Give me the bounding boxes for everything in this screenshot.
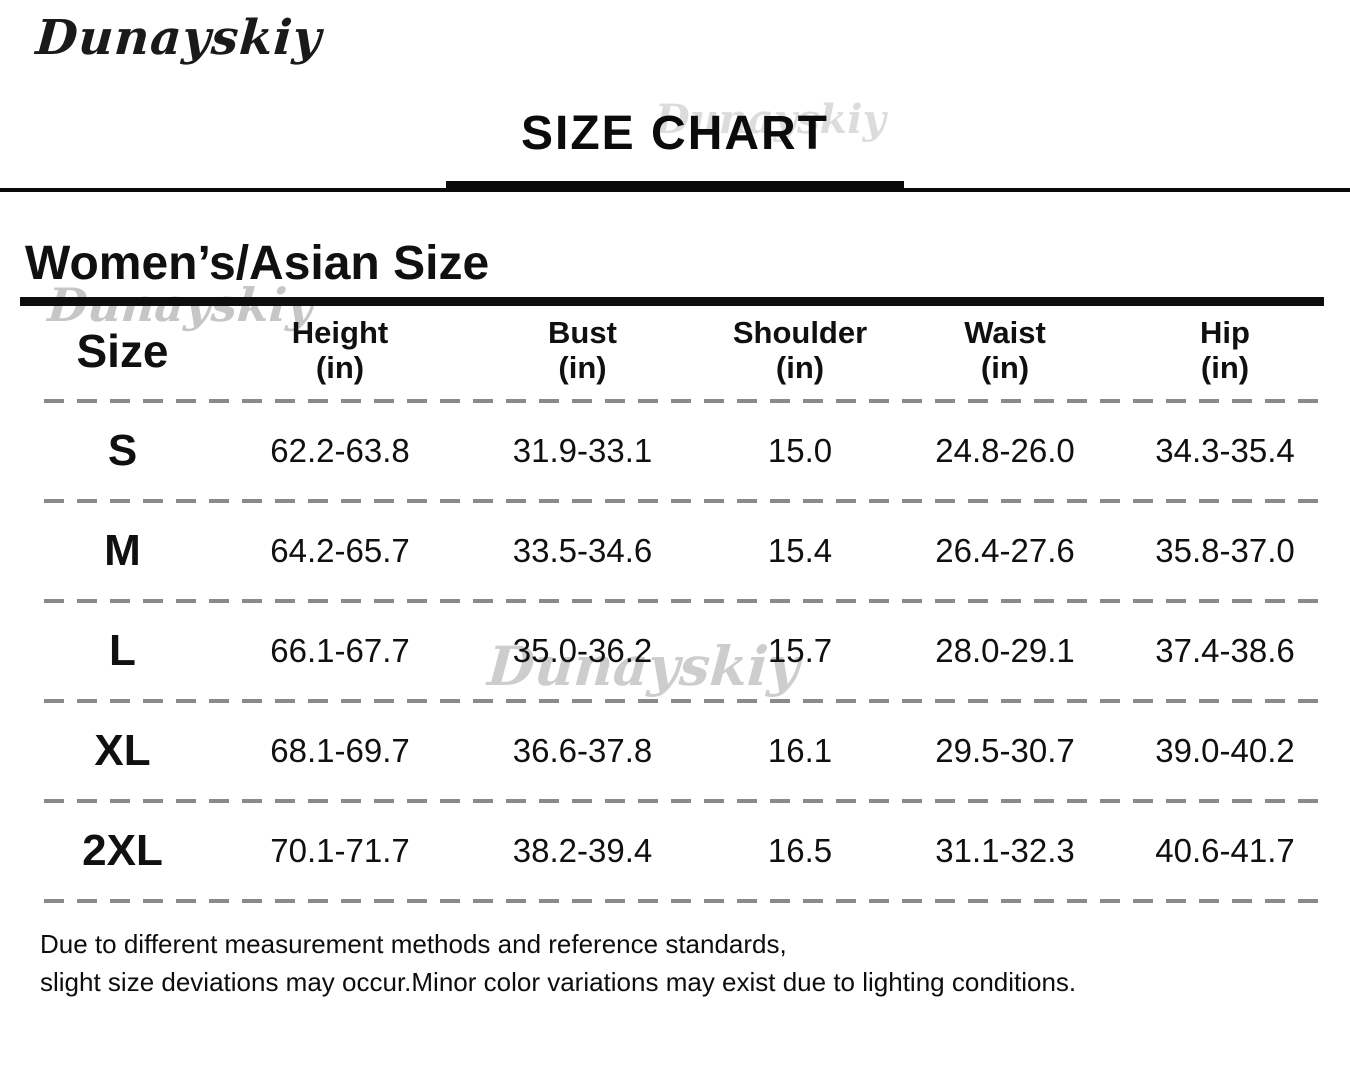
footer-note: Due to different measurement methods and…: [40, 925, 1076, 1002]
bust-cell: 38.2-39.4: [512, 832, 653, 869]
footer-note-line2: slight size deviations may occur.Minor c…: [40, 967, 1077, 998]
shoulder-cell: 16.5: [767, 832, 833, 869]
table-row: 2XL 70.1-71.7 38.2-39.4 16.5 31.1-32.3 4…: [20, 803, 1330, 899]
hip-cell: 39.0-40.2: [1155, 732, 1295, 769]
waist-cell: 29.5-30.7: [935, 732, 1075, 769]
table-row: M 64.2-65.7 33.5-34.6 15.4 26.4-27.6 35.…: [20, 503, 1330, 599]
waist-cell: 28.0-29.1: [935, 632, 1075, 669]
column-header-label: Height: [291, 315, 389, 351]
shoulder-cell: 15.7: [767, 632, 833, 669]
column-header-shoulder: Shoulder (in): [710, 316, 890, 385]
table-row: L 66.1-67.7 35.0-36.2 15.7 28.0-29.1 37.…: [20, 603, 1330, 699]
height-cell: 64.2-65.7: [270, 532, 410, 569]
row-divider-dashed: [44, 399, 1326, 403]
footer-note-line1: Due to different measurement methods and…: [40, 929, 787, 959]
hip-cell: 40.6-41.7: [1155, 832, 1295, 869]
column-header-unit: (in): [315, 350, 365, 385]
size-table: Size Height (in) Bust (in) Shoulder (in)…: [20, 303, 1330, 903]
row-divider-dashed: [44, 699, 1326, 703]
page-title: SIZE CHART: [521, 107, 829, 160]
size-cell: L: [109, 626, 136, 675]
column-header-label: Waist: [964, 315, 1046, 351]
hip-cell: 34.3-35.4: [1155, 432, 1295, 469]
height-cell: 66.1-67.7: [270, 632, 410, 669]
height-cell: 62.2-63.8: [270, 432, 410, 469]
hip-cell: 37.4-38.6: [1155, 632, 1295, 669]
row-divider-dashed: [44, 499, 1326, 503]
height-cell: 68.1-69.7: [270, 732, 410, 769]
row-divider-dashed: [44, 599, 1326, 603]
shoulder-cell: 15.4: [767, 532, 833, 569]
row-divider-dashed: [44, 799, 1326, 803]
waist-cell: 26.4-27.6: [935, 532, 1075, 569]
table-row: S 62.2-63.8 31.9-33.1 15.0 24.8-26.0 34.…: [20, 403, 1330, 499]
column-header-unit: (in): [558, 350, 607, 385]
column-header-hip: Hip (in): [1120, 316, 1330, 385]
bust-cell: 33.5-34.6: [512, 532, 653, 569]
row-divider-dashed: [44, 899, 1326, 903]
column-header-waist: Waist (in): [890, 316, 1120, 385]
watermark-text: Dunayskiy: [655, 96, 886, 143]
column-header-unit: (in): [775, 350, 825, 385]
size-cell: S: [107, 426, 138, 475]
hip-cell: 35.8-37.0: [1155, 532, 1295, 569]
column-header-height: Height (in): [225, 316, 455, 385]
bust-cell: 36.6-37.8: [512, 732, 653, 769]
column-header-unit: (in): [1200, 350, 1250, 385]
column-header-label: Hip: [1200, 315, 1250, 351]
column-header-unit: (in): [980, 350, 1030, 385]
column-header-label: Shoulder: [732, 315, 868, 351]
title-underline-accent: [446, 181, 904, 192]
table-row: XL 68.1-69.7 36.6-37.8 16.1 29.5-30.7 39…: [20, 703, 1330, 799]
section-heading: Women’s/Asian Size: [25, 237, 490, 290]
title-divider-line: [0, 188, 1350, 192]
column-header-bust: Bust (in): [455, 316, 710, 385]
size-cell: 2XL: [82, 826, 163, 875]
table-header-row: Size Height (in) Bust (in) Shoulder (in)…: [20, 303, 1330, 399]
shoulder-cell: 15.0: [767, 432, 833, 469]
bust-cell: 35.0-36.2: [512, 632, 653, 669]
waist-cell: 24.8-26.0: [935, 432, 1075, 469]
brand-logo: Dunayskiy: [34, 10, 324, 66]
column-header-size: Size: [20, 324, 225, 378]
column-header-label: Size: [76, 325, 169, 377]
bust-cell: 31.9-33.1: [512, 432, 653, 469]
column-header-label: Bust: [548, 315, 617, 351]
shoulder-cell: 16.1: [767, 732, 833, 769]
waist-cell: 31.1-32.3: [935, 832, 1075, 869]
height-cell: 70.1-71.7: [270, 832, 410, 869]
size-cell: XL: [94, 726, 151, 775]
title-bar: SIZE CHART: [0, 106, 1350, 161]
section-heading-rule: [20, 297, 1324, 306]
size-cell: M: [104, 526, 141, 575]
